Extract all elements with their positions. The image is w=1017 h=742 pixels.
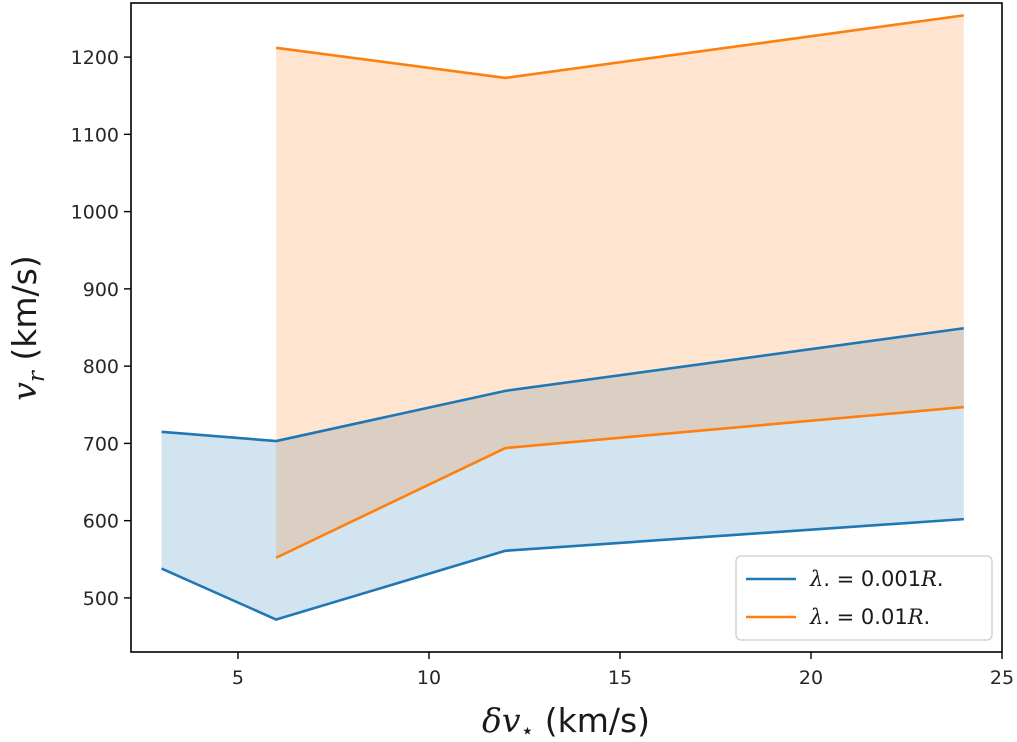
y-tick-label: 1000 — [71, 202, 119, 224]
x-tick-label: 15 — [608, 667, 632, 689]
y-axis-ticks: 500 600 700 800 900 1000 1100 1200 — [71, 47, 131, 610]
series-0-upper-line — [161, 326, 964, 443]
series-0-lower-line — [161, 517, 964, 621]
x-axis-label: δv⋆ (km/s) — [482, 701, 650, 742]
legend-box — [735, 555, 993, 641]
x-axis-ticks: 5 10 15 20 25 — [232, 652, 1014, 689]
y-tick-label: 900 — [83, 279, 119, 301]
series-1-upper-line — [275, 14, 964, 80]
series-0-band — [161, 328, 964, 620]
y-tick-label: 1200 — [71, 47, 119, 69]
legend-label-0: λ. = 0.001R. — [809, 567, 944, 591]
plot-area — [131, 3, 1002, 652]
y-tick-label: 800 — [83, 356, 119, 378]
y-tick-label: 600 — [83, 511, 119, 533]
plot-frame — [130, 2, 1003, 653]
x-tick-label: 25 — [990, 667, 1014, 689]
series-lines — [161, 14, 964, 621]
x-tick-label: 20 — [799, 667, 823, 689]
legend: λ. = 0.001R. λ. = 0.01R. — [735, 555, 993, 641]
y-tick-label: 500 — [83, 588, 119, 610]
legend-label-1: λ. = 0.01R. — [809, 605, 930, 629]
y-axis-label: vr (km/s) — [5, 255, 50, 400]
x-tick-label: 5 — [232, 667, 244, 689]
x-tick-label: 10 — [417, 667, 441, 689]
series-1-lower-line — [275, 405, 964, 559]
y-tick-label: 1100 — [71, 124, 119, 146]
y-tick-label: 700 — [83, 433, 119, 455]
